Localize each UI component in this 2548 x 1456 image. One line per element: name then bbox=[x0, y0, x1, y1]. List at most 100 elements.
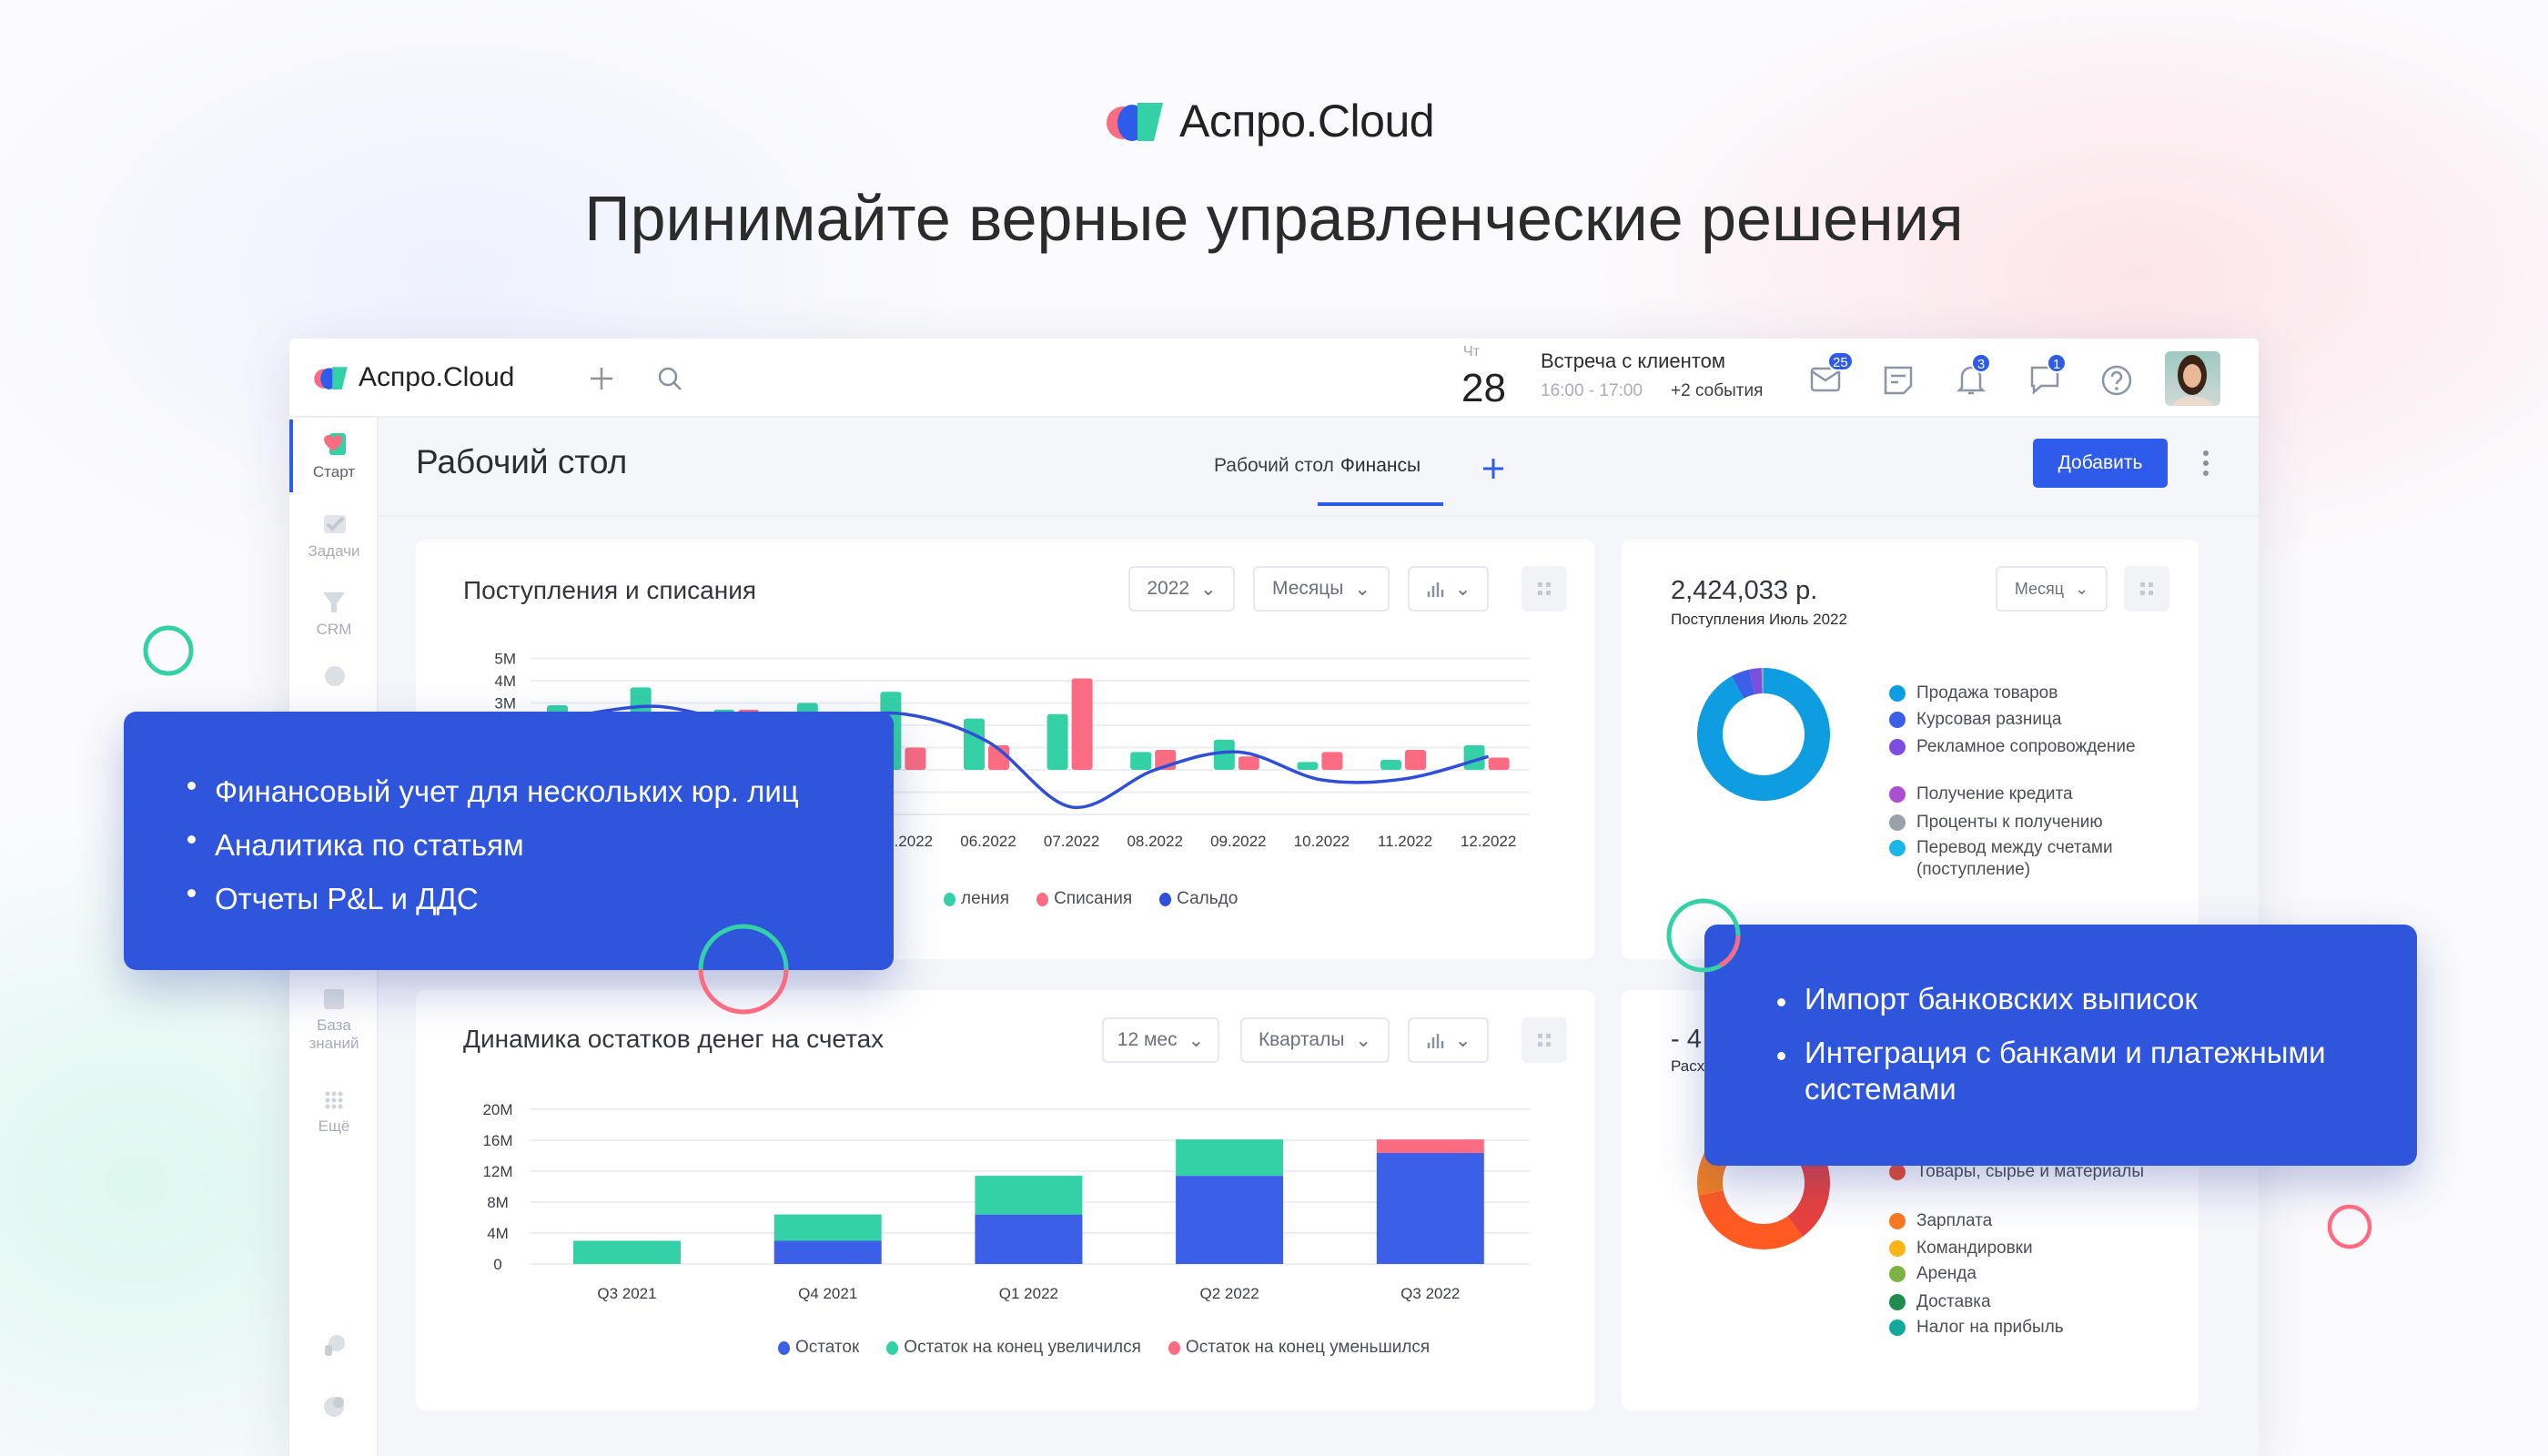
sidebar-item-knowledge-base[interactable]: База знаний bbox=[289, 986, 379, 1053]
bar-expense bbox=[1321, 752, 1343, 770]
legend-item[interactable]: Рекламное сопровождение bbox=[1886, 736, 2149, 758]
chevron-down-icon: ⌄ bbox=[2075, 579, 2089, 598]
sidebar-item-more[interactable]: Ещё bbox=[289, 1087, 379, 1136]
chevron-down-icon: ⌄ bbox=[1188, 1029, 1205, 1051]
legend-label: Получение кредита bbox=[1916, 784, 2073, 804]
tab-desktop[interactable]: Рабочий стол bbox=[1214, 455, 1334, 476]
legend-label: Командировки bbox=[1916, 1239, 2033, 1258]
add-button[interactable]: Добавить bbox=[2033, 439, 2168, 488]
granularity-select[interactable]: Месяцы ⌄ bbox=[1253, 566, 1390, 612]
notes-icon[interactable] bbox=[1882, 364, 1915, 397]
legend-dot bbox=[1889, 739, 1906, 755]
legend-dot bbox=[1889, 1240, 1906, 1257]
bar-expense bbox=[1071, 678, 1093, 770]
chat-button[interactable]: 1 bbox=[2028, 353, 2067, 399]
card-title: Поступления и списания bbox=[463, 576, 757, 604]
help-icon[interactable] bbox=[2100, 364, 2133, 397]
plus-icon[interactable] bbox=[588, 365, 615, 392]
legend-dot bbox=[1889, 786, 1906, 803]
legend-increase[interactable]: Остаток на конец увеличился bbox=[886, 1338, 1141, 1358]
legend-item[interactable]: Перевод между счетами (поступление) bbox=[1886, 837, 2149, 881]
legend-label: Доставка bbox=[1916, 1292, 1991, 1311]
app-logo[interactable]: Аспро.Cloud bbox=[313, 362, 514, 393]
decor-ring-green-icon bbox=[143, 625, 194, 676]
period-select[interactable]: 12 мес ⌄ bbox=[1102, 1017, 1219, 1063]
y-tick-label: 4M bbox=[494, 672, 516, 690]
chart-legend-2: Остаток Остаток на конец увеличился Оста… bbox=[778, 1338, 1430, 1358]
grid-handle-icon bbox=[1538, 1034, 1551, 1046]
bar-chart-icon bbox=[1427, 1034, 1443, 1048]
donut-slice bbox=[1761, 668, 1764, 694]
tab-finance[interactable]: Финансы bbox=[1318, 455, 1443, 506]
app-brand: Аспро.Cloud bbox=[359, 362, 515, 392]
sidebar-item-crm[interactable]: CRM bbox=[289, 590, 379, 639]
settings-icon[interactable] bbox=[320, 1393, 348, 1421]
sidebar-item-start[interactable]: Старт bbox=[289, 432, 379, 481]
mail-badge: 25 bbox=[1827, 351, 1854, 371]
feature-item: Импорт банковских выписок bbox=[1768, 981, 2381, 1017]
legend-item[interactable]: Продажа товаров bbox=[1886, 682, 2149, 704]
x-tick-label: Q2 2022 bbox=[1199, 1285, 1259, 1302]
brand-logo-icon bbox=[1107, 103, 1163, 141]
avatar-portrait-icon bbox=[2172, 355, 2213, 406]
legend-income[interactable]: ления bbox=[944, 889, 1009, 909]
legend-item[interactable]: Доставка bbox=[1886, 1291, 2149, 1313]
donut-slice bbox=[1731, 669, 1755, 699]
legend-item[interactable]: Налог на прибыль bbox=[1886, 1317, 2149, 1339]
stacked-bar-segment bbox=[1176, 1176, 1284, 1264]
granularity-select[interactable]: Кварталы ⌄ bbox=[1240, 1017, 1390, 1063]
drag-handle[interactable] bbox=[2124, 566, 2169, 612]
mail-button[interactable]: 25 bbox=[1809, 351, 1854, 399]
bar-chart-icon bbox=[1427, 582, 1443, 597]
sidebar-item-tasks[interactable]: Задачи bbox=[289, 511, 379, 561]
legend-dot bbox=[1889, 712, 1906, 728]
legend-decrease[interactable]: Остаток на конец уменьшился bbox=[1168, 1338, 1430, 1358]
legend-item[interactable]: Проценты к получению bbox=[1886, 812, 2149, 834]
bar-income bbox=[1297, 762, 1319, 770]
legend-item[interactable]: Зарплата bbox=[1886, 1210, 2149, 1232]
y-tick-label: 3M bbox=[494, 695, 516, 713]
donut-slice bbox=[1697, 668, 1830, 801]
chevron-down-icon: ⌄ bbox=[1454, 1029, 1471, 1051]
year-select[interactable]: 2022 ⌄ bbox=[1128, 566, 1235, 612]
stacked-bar-segment bbox=[573, 1240, 681, 1264]
legend-label: Рекламное сопровождение bbox=[1916, 737, 2136, 756]
legend-item[interactable]: Курсовая разница bbox=[1886, 709, 2149, 731]
brand-logo-icon bbox=[314, 367, 348, 389]
legend-balance[interactable]: Остаток bbox=[778, 1338, 859, 1358]
drag-handle[interactable] bbox=[1522, 1017, 1567, 1063]
legend-item[interactable]: Товары, сырье и материалы bbox=[1886, 1161, 2149, 1183]
add-tab-icon[interactable] bbox=[1480, 455, 1507, 482]
period-select[interactable]: Месяц ⌄ bbox=[1996, 566, 2108, 612]
notifications-button[interactable]: 3 bbox=[1955, 353, 1991, 399]
more-vertical-icon[interactable] bbox=[2199, 448, 2213, 480]
drag-handle[interactable] bbox=[1522, 566, 1567, 612]
sidebar-bottom-icon[interactable] bbox=[320, 1332, 348, 1360]
y-tick-label: 8M bbox=[487, 1194, 509, 1211]
bar-expense bbox=[1405, 749, 1426, 770]
search-icon[interactable] bbox=[657, 366, 682, 391]
divider bbox=[379, 515, 2259, 517]
stacked-bar-segment bbox=[975, 1176, 1083, 1215]
x-tick-label: 06.2022 bbox=[960, 833, 1016, 850]
sidebar-hidden-item-icon[interactable] bbox=[320, 663, 348, 689]
feature-item: Интеграция с банками и платежными систем… bbox=[1768, 1035, 2381, 1107]
legend-item[interactable]: Получение кредита bbox=[1886, 784, 2149, 805]
grid-handle-icon bbox=[2140, 582, 2153, 595]
legend-label: Продажа товаров bbox=[1916, 683, 2058, 703]
legend-balance[interactable]: Сальдо bbox=[1159, 889, 1238, 909]
event-title[interactable]: Встреча с клиентом bbox=[1541, 349, 1725, 372]
legend-item[interactable]: Аренда bbox=[1886, 1263, 2149, 1285]
legend-item[interactable]: Командировки bbox=[1886, 1238, 2149, 1259]
receipts-amount: 2,424,033 р. bbox=[1671, 576, 1818, 605]
chart-type-select[interactable]: ⌄ bbox=[1408, 566, 1489, 612]
legend-label: Перевод между счетами (поступление) bbox=[1916, 838, 2113, 879]
legend-label: Товары, сырье и материалы bbox=[1916, 1162, 2145, 1181]
event-more-link[interactable]: +2 события bbox=[1671, 381, 1764, 400]
chart-type-select[interactable]: ⌄ bbox=[1408, 1017, 1489, 1063]
y-tick-label: 5M bbox=[494, 651, 516, 668]
legend-dot bbox=[1889, 1294, 1906, 1310]
legend-expenses[interactable]: Списания bbox=[1036, 889, 1132, 909]
y-tick-label: 20M bbox=[482, 1101, 512, 1118]
user-avatar[interactable] bbox=[2165, 351, 2220, 406]
